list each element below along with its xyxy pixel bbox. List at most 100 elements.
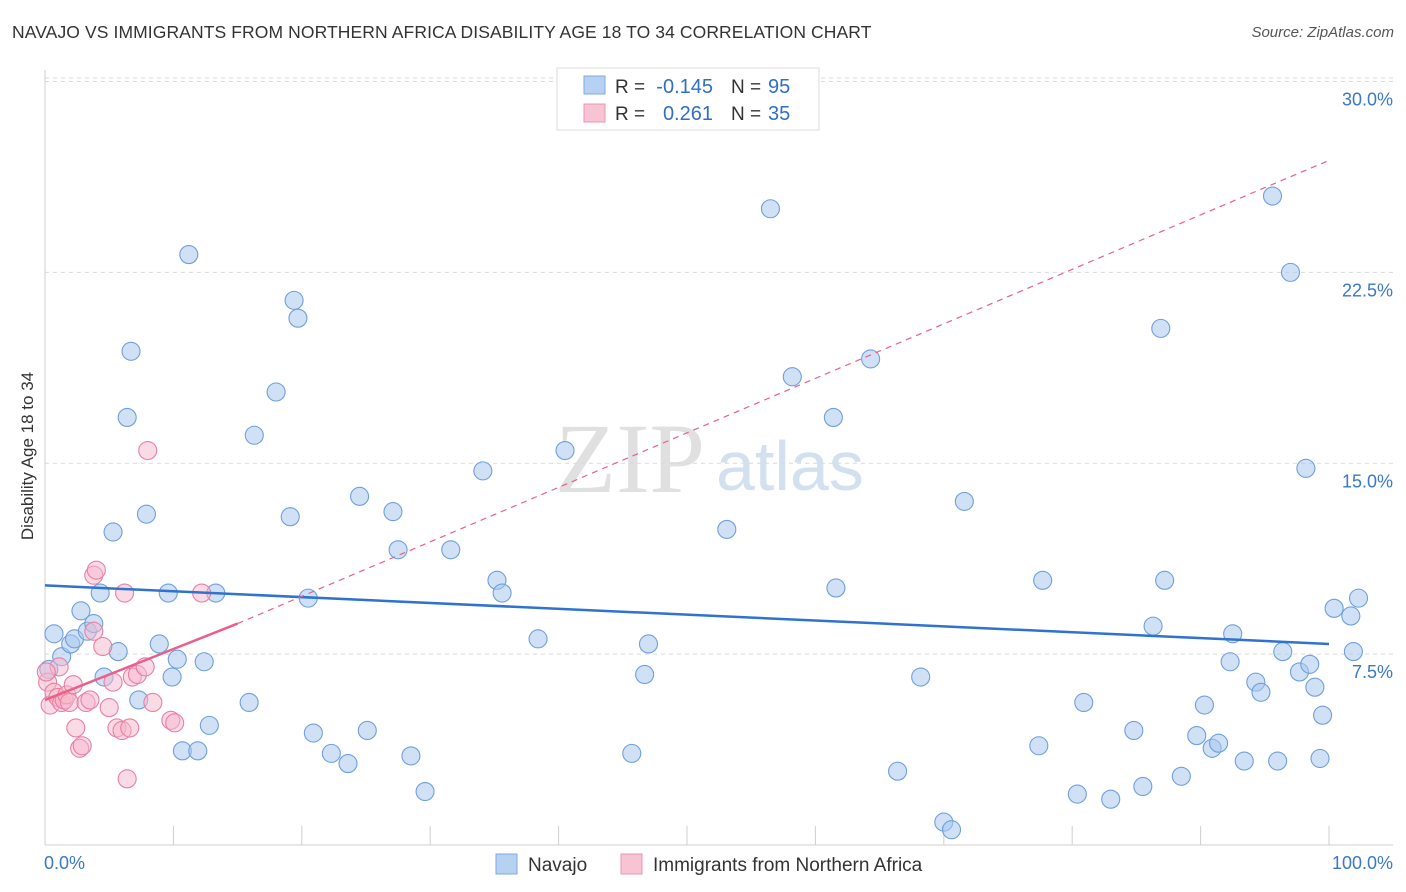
navajo-point [1310,748,1330,769]
immigrants-point [117,769,137,789]
navajo-point [760,199,781,219]
navajo-point [888,761,908,781]
navajo-point [1101,789,1121,809]
navajo-point [555,440,575,461]
navajo-point [1187,726,1207,746]
immigrants-point [36,662,56,682]
navajo-point [1155,570,1175,590]
navajo-point [492,583,512,603]
chart-title: NAVAJO VS IMMIGRANTS FROM NORTHERN AFRIC… [12,22,872,42]
navajo-point [1143,616,1163,636]
bottom-legend-navajo-swatch [495,853,518,875]
navajo-point [1151,318,1171,338]
navajo-point [823,407,843,427]
navajo-point [121,341,141,361]
navajo-point [162,667,182,687]
legend-navajo-n-label: N = [731,77,761,98]
y-tick-label: 30.0% [1342,90,1393,110]
y-tick-label: 15.0% [1342,471,1393,491]
navajo-point [383,502,403,522]
immigrants-point [120,718,140,738]
navajo-point [941,820,962,840]
navajo-point [1273,642,1293,662]
navajo-point [717,519,737,539]
navajo-point [1171,766,1191,786]
y-axis-title: Disability Age 18 to 34 [18,372,37,540]
bottom-legend-immigrants-swatch [620,853,643,875]
navajo-point [622,743,642,763]
navajo-point [188,741,208,761]
x-tick-label-max: 100.0% [1332,853,1393,873]
watermark: ZIP atlas [555,403,864,514]
y-tick-label: 22.5% [1342,280,1393,300]
legend-immigrants-r-value: 0.261 [663,103,713,125]
trend-lines [44,159,1330,702]
navajo-point [473,461,493,481]
navajo-point [1305,677,1325,697]
navajo-point [179,245,199,265]
navajo-point [239,692,259,713]
navajo-point [954,491,974,511]
immigrants-trend-line [44,622,239,702]
navajo-point [117,407,137,427]
x-ticks [172,826,1330,845]
legend-navajo-swatch [583,75,606,95]
navajo-point [638,634,659,654]
navajo-point [528,629,548,649]
navajo-point [1067,784,1087,804]
navajo-point [1341,606,1361,626]
navajo-point [288,308,308,328]
y-tick-label: 7.5% [1352,662,1393,682]
navajo-point [357,720,377,741]
navajo-point [158,583,178,603]
bottom-legend-navajo-label: Navajo [528,855,587,876]
navajo-point [1251,682,1271,702]
navajo-point [1268,751,1288,771]
immigrants-point [143,692,163,713]
navajo-point [1313,705,1333,725]
navajo-point [1296,458,1316,478]
navajo-point [1324,598,1344,618]
navajo-series [39,186,1369,840]
navajo-point [303,723,323,743]
navajo-point [1133,776,1153,797]
navajo-point [284,290,304,310]
navajo-point [401,746,421,766]
navajo-point [194,652,214,672]
x-tick-label-min: 0.0% [44,853,85,873]
top-legend: R = -0.145 N = 95 R = 0.261 N = 35 [556,67,820,131]
legend-navajo-r-label: R = [615,77,645,98]
navajo-trend-line [44,584,1330,646]
navajo-point [1234,751,1254,771]
navajo-point [1033,570,1053,590]
immigrants-point [93,636,113,657]
navajo-point [861,349,881,369]
legend-immigrants-n-label: N = [731,104,761,125]
navajo-point [911,667,931,687]
legend-immigrants-swatch [583,103,606,123]
legend-navajo-n-value: 95 [768,76,790,98]
navajo-point [1348,588,1369,608]
immigrants-point [59,692,79,713]
navajo-point [321,743,341,763]
legend-immigrants-r-label: R = [615,104,645,125]
navajo-point [1262,186,1283,206]
gridlines [45,77,1393,655]
navajo-point [1124,720,1144,741]
navajo-point [1029,736,1049,756]
navajo-point [441,540,461,560]
legend-navajo-r-value: -0.145 [656,76,713,98]
immigrants-point [66,718,86,738]
navajo-point [244,425,264,445]
y-tick-labels: 7.5% 15.0% 22.5% 30.0% [1342,90,1393,683]
immigrants-series [36,440,212,789]
navajo-point [1300,654,1320,674]
navajo-point [1209,733,1229,753]
navajo-point [1074,692,1094,713]
navajo-point [338,754,358,774]
navajo-point [266,382,286,402]
source-label: Source: ZipAtlas.com [1251,24,1394,41]
immigrants-trend-extension [237,159,1330,625]
immigrants-point [99,698,119,718]
